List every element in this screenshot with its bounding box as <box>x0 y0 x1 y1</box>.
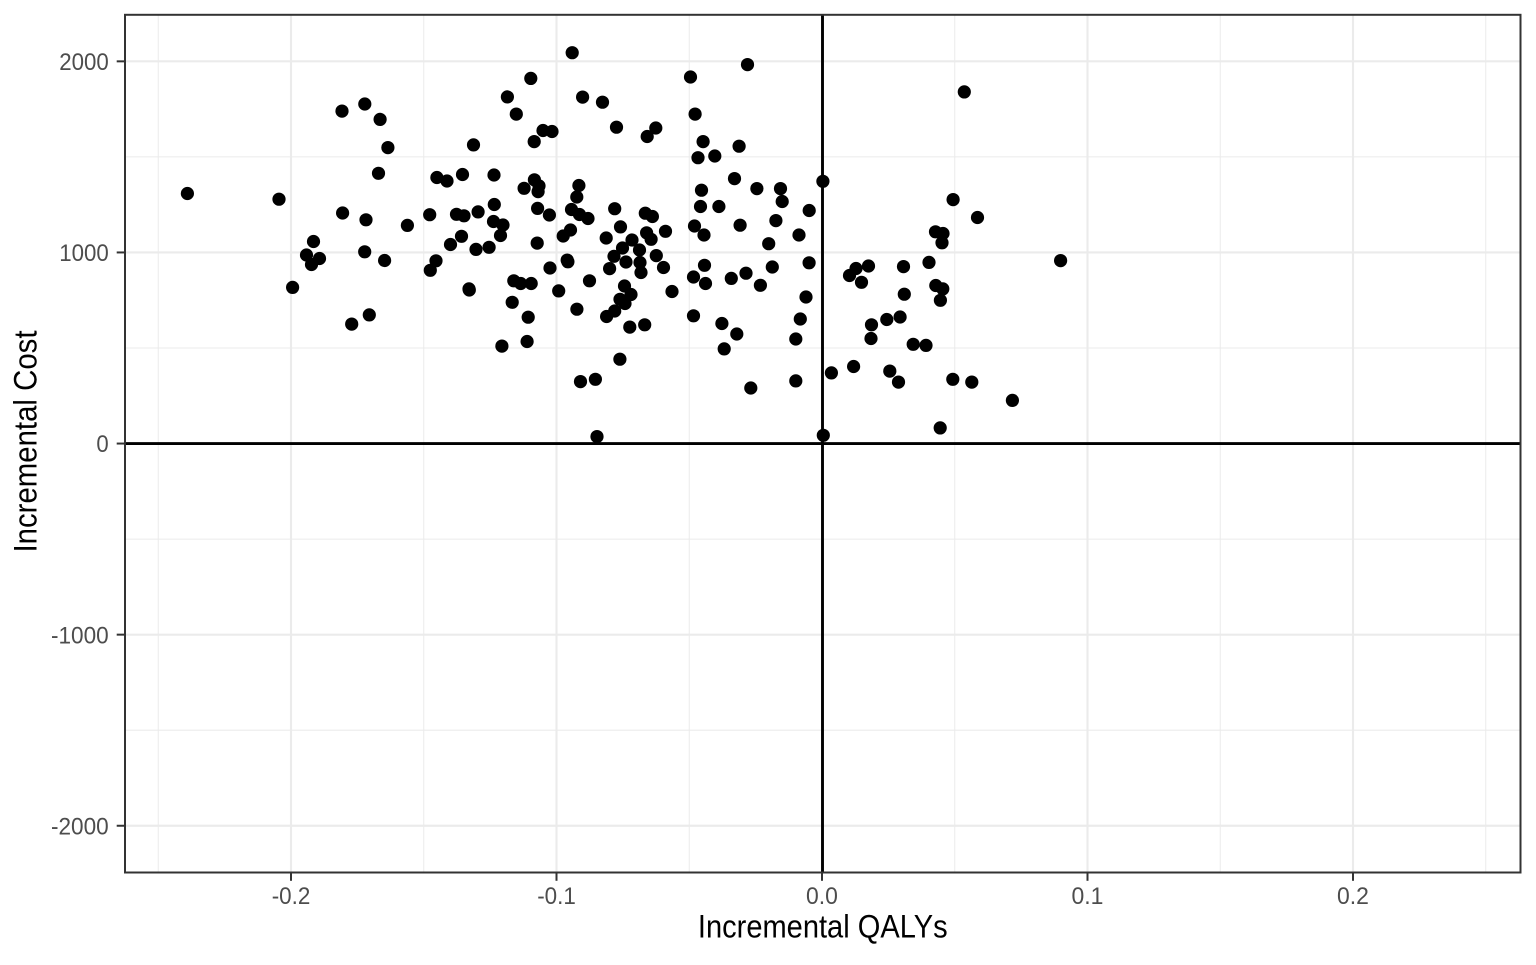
svg-text:0.0: 0.0 <box>806 883 838 910</box>
svg-text:0.2: 0.2 <box>1337 883 1369 910</box>
svg-text:2000: 2000 <box>59 49 109 76</box>
svg-text:Incremental Cost: Incremental Cost <box>7 330 43 552</box>
svg-text:0.1: 0.1 <box>1072 883 1104 910</box>
svg-text:-0.2: -0.2 <box>272 883 311 910</box>
svg-text:-1000: -1000 <box>51 622 109 649</box>
svg-text:Incremental QALYs: Incremental QALYs <box>698 908 948 944</box>
svg-text:0: 0 <box>96 431 108 458</box>
svg-text:1000: 1000 <box>59 240 109 267</box>
svg-text:-2000: -2000 <box>51 813 109 840</box>
svg-text:-0.1: -0.1 <box>537 883 576 910</box>
